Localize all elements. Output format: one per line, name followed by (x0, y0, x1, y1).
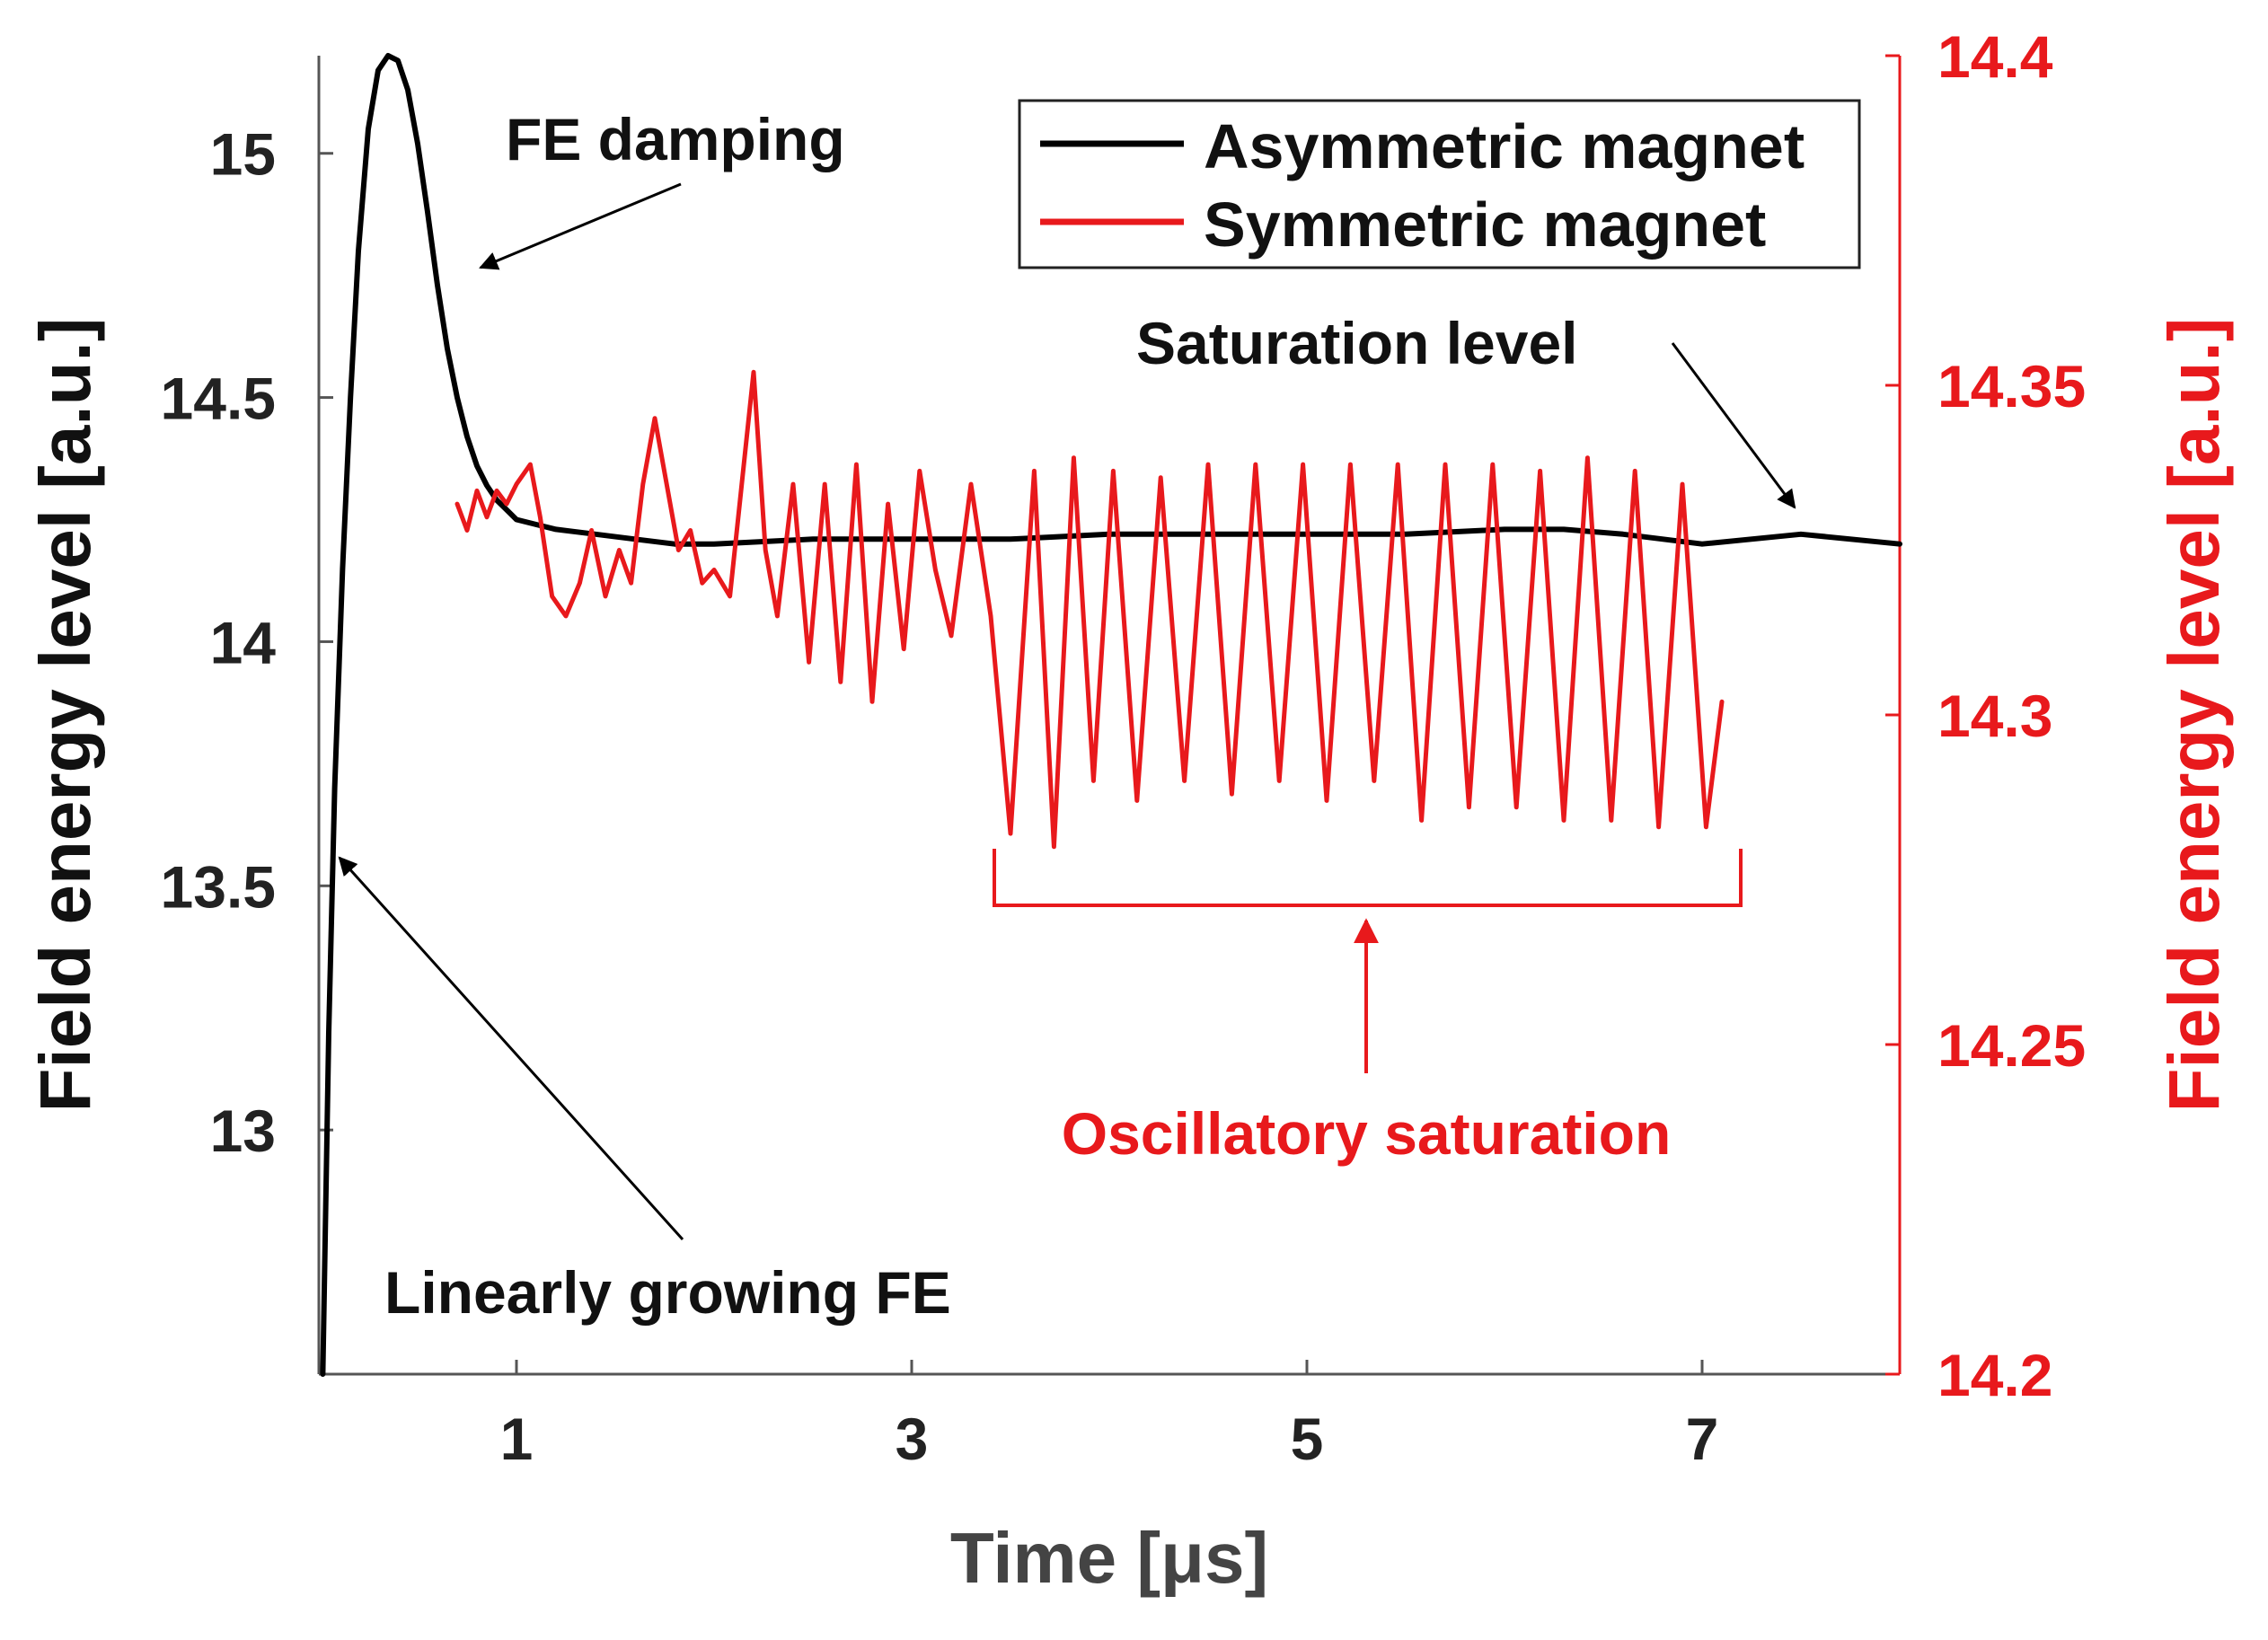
legend-box (1018, 99, 1861, 269)
series-line-asymmetric (320, 53, 1902, 1377)
y2-axis-label: Field energy level [a.u.] (2154, 318, 2234, 1113)
arrow-fe-damping (479, 182, 682, 270)
series-layer (320, 53, 1902, 1377)
y-tick-label: 13 (210, 1098, 276, 1164)
y-tick-label: 15 (210, 121, 276, 188)
annotation-fe-damping: FE damping (506, 106, 845, 172)
legend: Asymmetric magnet Symmetric magnet (1018, 99, 1861, 269)
bracket-oscillatory-saturation (993, 849, 1743, 907)
arrow-saturation-level (1671, 342, 1796, 509)
y2-tick-label: 14.3 (1937, 683, 2052, 749)
x-tick-label: 1 (500, 1406, 534, 1472)
y-tick-label: 13.5 (161, 853, 276, 920)
y-axis-label: Field energy level [a.u.] (25, 318, 105, 1113)
annotation-linearly-growing-fe: Linearly growing FE (384, 1259, 951, 1326)
series-line-symmetric (454, 369, 1725, 850)
x-axis-label: Time [μs] (950, 1518, 1268, 1598)
annotation-oscillatory-saturation: Oscillatory saturation (1062, 1100, 1672, 1167)
annotation-saturation-level: Saturation level (1136, 310, 1578, 376)
y-tick-label: 14.5 (161, 366, 276, 432)
legend-label-symmetric: Symmetric magnet (1204, 190, 1766, 260)
y2-tick-label: 14.35 (1937, 353, 2086, 419)
x-tick-label: 3 (896, 1406, 929, 1472)
legend-label-asymmetric: Asymmetric magnet (1204, 111, 1805, 181)
arrow-linearly-growing-fe (338, 856, 684, 1241)
y2-tick-label: 14.4 (1937, 23, 2053, 90)
y-tick-label: 14 (210, 609, 277, 675)
y2-tick-label: 14.2 (1937, 1342, 2052, 1408)
x-tick-label: 5 (1291, 1406, 1324, 1472)
x-tick-label: 7 (1686, 1406, 1719, 1472)
y2-tick-label: 14.25 (1937, 1012, 2086, 1079)
